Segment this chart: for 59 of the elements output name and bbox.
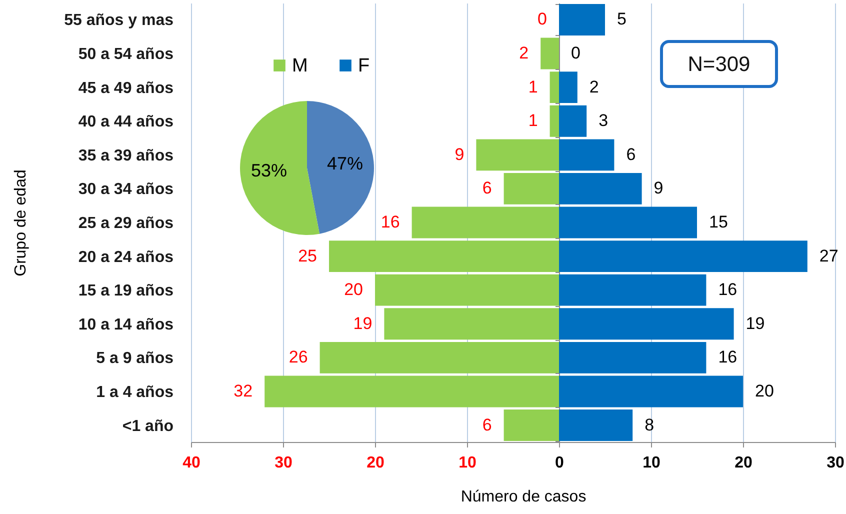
data-label: 16 — [380, 212, 400, 232]
data-label: 8 — [644, 415, 654, 434]
data-label: 16 — [718, 348, 738, 367]
data-label: 0 — [538, 10, 547, 29]
data-label: 19 — [746, 314, 765, 333]
data-label: 2 — [519, 44, 529, 63]
y-tick-label: 55 años y mas — [64, 12, 174, 30]
data-label: 1 — [528, 111, 538, 130]
x-tick-label: 10 — [458, 454, 476, 472]
data-label: 6 — [482, 178, 492, 198]
data-label: 2 — [589, 77, 599, 96]
data-label: 1 — [528, 77, 538, 96]
data-label: 3 — [598, 111, 608, 130]
bar — [540, 38, 559, 70]
data-label: 15 — [709, 212, 728, 232]
data-label: 26 — [288, 348, 308, 367]
data-label: 19 — [353, 314, 372, 333]
data-label: 47% — [327, 153, 364, 174]
data-label: 27 — [819, 246, 838, 266]
data-label: 16 — [718, 280, 738, 300]
y-tick-label: 20 a 24 años — [78, 248, 174, 266]
pie-slice — [307, 101, 374, 234]
data-label: 25 — [298, 246, 317, 266]
y-tick-label: 35 a 39 años — [78, 147, 174, 164]
y-axis-title: Grupo de edad — [12, 170, 30, 276]
data-label: 5 — [617, 10, 626, 29]
data-label: 53% — [250, 160, 287, 181]
y-tick-label: 1 a 4 años — [96, 384, 174, 401]
data-label: 32 — [234, 381, 253, 400]
y-tick-label: 30 a 34 años — [78, 181, 174, 198]
x-tick-label: 0 — [555, 454, 564, 472]
x-tick-label: 40 — [182, 454, 200, 472]
y-tick-label: 10 a 14 años — [78, 316, 174, 334]
y-tick-label: 40 a 44 años — [78, 114, 174, 131]
x-tick-label: 30 — [826, 454, 844, 472]
x-tick-label: 20 — [366, 454, 384, 472]
y-tick-label: 50 a 54 años — [78, 46, 174, 64]
data-label: 6 — [626, 144, 636, 164]
x-tick-label: 20 — [734, 454, 752, 472]
bar — [559, 4, 605, 36]
data-label: 9 — [654, 178, 664, 198]
x-tick-label: 10 — [642, 454, 660, 472]
data-label: 0 — [571, 44, 580, 63]
rounded-frame: N=309 — [660, 40, 778, 88]
x-axis-title: Número de casos — [460, 488, 586, 506]
x-tick-label: 30 — [274, 454, 292, 472]
pie-slice — [240, 101, 320, 235]
data-label: 9 — [454, 144, 464, 164]
data-label: 6 — [482, 415, 492, 434]
annotation: N=309 — [688, 52, 750, 76]
data-label: 20 — [755, 381, 774, 400]
data-label: 20 — [344, 280, 363, 300]
y-tick-label: <1 año — [122, 418, 174, 435]
legend-label: M — [292, 56, 308, 76]
y-tick-label: 25 a 29 años — [78, 215, 174, 232]
y-tick-label: 45 a 49 años — [78, 80, 174, 97]
y-tick-label: 15 a 19 años — [78, 282, 174, 300]
y-tick-label: 5 a 9 años — [96, 350, 174, 368]
legend-label: F — [358, 56, 370, 76]
